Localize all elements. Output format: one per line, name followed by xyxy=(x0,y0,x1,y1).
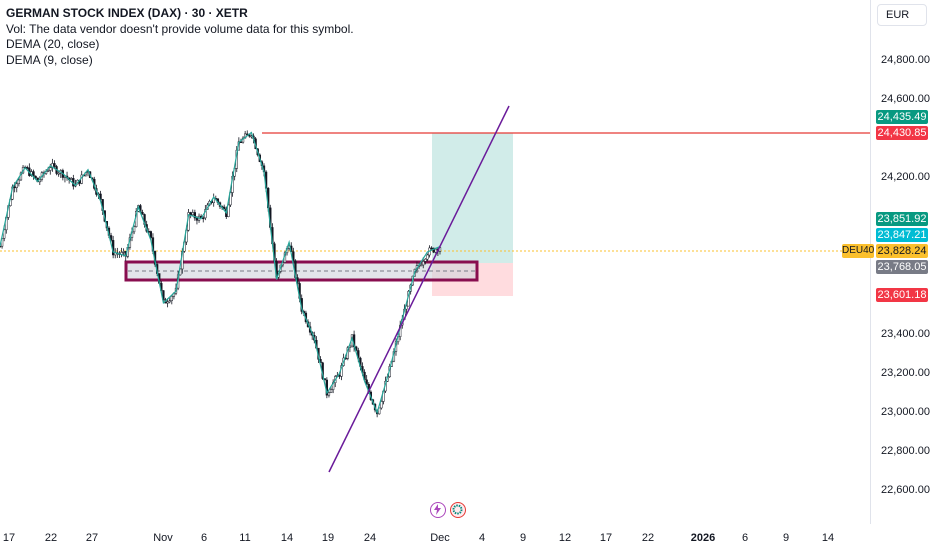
chart-pane[interactable]: GERMAN STOCK INDEX (DAX) · 30 · XETR Vol… xyxy=(0,0,870,524)
time-label: Nov xyxy=(153,532,173,544)
candle-body xyxy=(378,407,381,415)
dema-line xyxy=(0,131,441,415)
candle-body xyxy=(239,141,243,143)
candle-body xyxy=(57,172,60,175)
time-label: 12 xyxy=(558,532,572,544)
time-label: 17 xyxy=(599,532,613,544)
candle-body xyxy=(141,212,144,215)
candle-body xyxy=(189,212,192,216)
candle-body xyxy=(53,163,56,167)
candle-body xyxy=(170,296,173,301)
candle-body xyxy=(223,206,226,210)
price-tick-22800: 22,800.00 xyxy=(881,445,930,457)
stop-price-tag: 23,601.18 xyxy=(876,288,928,302)
time-label: 6 xyxy=(741,532,749,544)
time-label: 19 xyxy=(321,532,335,544)
price-tick-24600: 24,600.00 xyxy=(881,93,930,105)
time-label: 9 xyxy=(782,532,790,544)
candle-body xyxy=(338,375,341,377)
time-label: 4 xyxy=(478,532,486,544)
candle-body xyxy=(380,401,383,409)
candle-body xyxy=(166,301,169,304)
lightning-icon[interactable] xyxy=(430,502,446,518)
candle-body xyxy=(99,193,102,200)
candle-body xyxy=(329,389,333,394)
candle-body xyxy=(13,186,16,189)
candle-body xyxy=(49,167,52,171)
candle-body xyxy=(70,178,73,180)
legend-title[interactable]: GERMAN STOCK INDEX (DAX) · 30 · XETR xyxy=(6,6,248,20)
price-tick-23200: 23,200.00 xyxy=(881,367,930,379)
target-price-tag: 24,435.49 xyxy=(876,110,928,124)
candle-body xyxy=(191,212,194,216)
candle-body xyxy=(422,261,425,266)
dema-b-price-tag: 23,847.21 xyxy=(876,228,928,242)
candle-body xyxy=(227,204,230,217)
time-axis[interactable]: 17 22 27 Nov 6 11 14 19 24 Dec 4 9 12 17… xyxy=(0,524,870,550)
candle-body xyxy=(195,217,199,221)
currency-selector[interactable]: EUR xyxy=(877,4,927,26)
replay-icon[interactable] xyxy=(450,502,466,518)
legend-dema20[interactable]: DEMA (20, close) xyxy=(6,37,100,51)
price-tick-22600: 22,600.00 xyxy=(881,484,930,496)
candle-body xyxy=(149,231,153,238)
candle-body xyxy=(292,251,295,261)
candle-body xyxy=(426,254,429,260)
candle-body xyxy=(162,290,165,301)
time-label: 17 xyxy=(2,532,16,544)
price-tick-23000: 23,000.00 xyxy=(881,406,930,418)
time-label: 9 xyxy=(519,532,527,544)
price-tick-23400: 23,400.00 xyxy=(881,328,930,340)
time-label-year: 2026 xyxy=(690,532,716,544)
candle-body xyxy=(168,300,171,303)
candle-body xyxy=(132,226,136,233)
dema-a-price-tag: 23,851.92 xyxy=(876,212,928,226)
candle-body xyxy=(202,217,205,220)
candle-body xyxy=(365,379,368,385)
trendline[interactable] xyxy=(328,105,510,473)
price-tick-24800: 24,800.00 xyxy=(881,54,930,66)
candle-body xyxy=(122,251,125,253)
time-label: 14 xyxy=(821,532,835,544)
candle-body xyxy=(17,179,21,185)
time-label: 22 xyxy=(641,532,655,544)
time-label: 14 xyxy=(280,532,294,544)
candle-body xyxy=(212,198,215,203)
time-label: Dec xyxy=(430,532,450,544)
price-axis[interactable] xyxy=(870,0,932,524)
chart-legend: GERMAN STOCK INDEX (DAX) · 30 · XETR Vol… xyxy=(6,6,354,68)
candle-body xyxy=(419,264,423,267)
candle-body xyxy=(34,175,37,179)
price-chart[interactable] xyxy=(0,0,870,524)
candle-body xyxy=(327,392,331,396)
candle-body xyxy=(47,170,50,172)
candle-body xyxy=(434,248,437,253)
time-label: 11 xyxy=(239,532,251,544)
candle-body xyxy=(193,212,197,219)
last-price-tag: 23,828.24 xyxy=(876,244,928,258)
time-label: 22 xyxy=(44,532,58,544)
time-label: 24 xyxy=(363,532,377,544)
support-zone[interactable] xyxy=(124,260,479,282)
candle-body xyxy=(3,229,6,239)
legend-volume-note: Vol: The data vendor doesn't provide vol… xyxy=(6,21,354,36)
time-label: 6 xyxy=(200,532,208,544)
candle-body xyxy=(430,247,433,250)
resistance-price-tag: 24,430.85 xyxy=(876,126,928,140)
entry-price-tag: 23,768.05 xyxy=(876,260,928,274)
price-tick-24200: 24,200.00 xyxy=(881,171,930,183)
target-zone[interactable] xyxy=(432,133,513,263)
candle-body xyxy=(26,167,29,169)
candle-body xyxy=(424,258,427,262)
candle-body xyxy=(0,245,2,248)
time-label: 27 xyxy=(85,532,99,544)
legend-dema9[interactable]: DEMA (9, close) xyxy=(6,52,93,67)
symbol-tag: DEU40 xyxy=(842,244,875,258)
candle-body xyxy=(15,183,18,188)
